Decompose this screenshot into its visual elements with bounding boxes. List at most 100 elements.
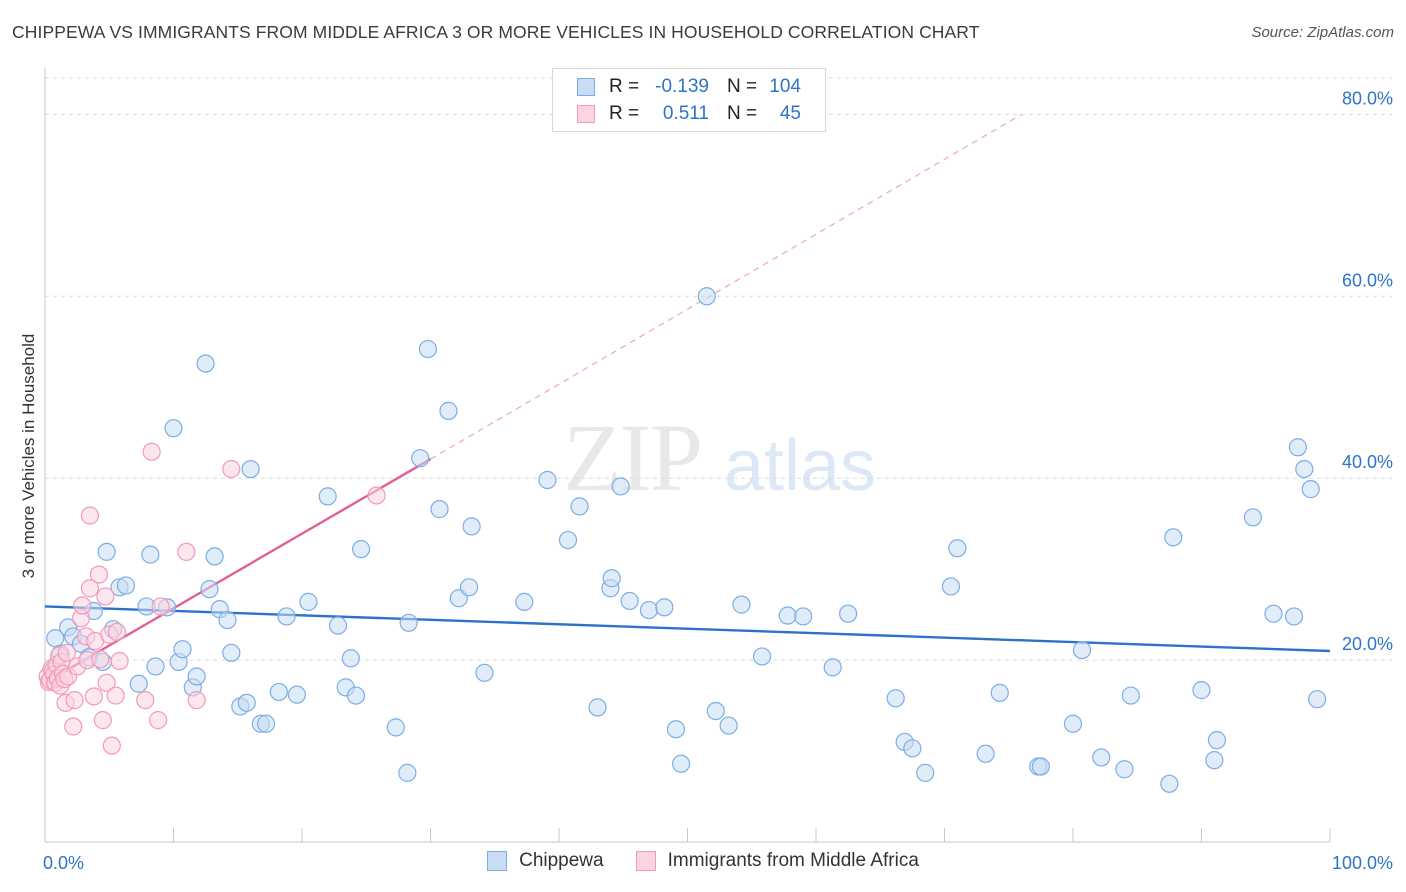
middle-africa-point bbox=[106, 686, 125, 705]
chippewa-point bbox=[1160, 774, 1179, 793]
chippewa-point bbox=[732, 595, 751, 614]
chippewa-point bbox=[462, 517, 481, 536]
chippewa-point bbox=[620, 591, 639, 611]
chippewa-point bbox=[241, 459, 260, 479]
chippewa-point bbox=[886, 689, 905, 708]
chippewa-point bbox=[1121, 686, 1140, 705]
legend-swatch-chippewa bbox=[487, 851, 508, 871]
chippewa-point bbox=[205, 547, 224, 566]
middle-africa-point bbox=[142, 442, 161, 461]
chippewa-point bbox=[164, 419, 183, 438]
chippewa-point bbox=[1192, 681, 1211, 700]
chippewa-point bbox=[1164, 528, 1183, 547]
chippewa-point bbox=[439, 401, 458, 420]
chippewa-point bbox=[237, 693, 256, 712]
chippewa-point bbox=[475, 663, 494, 682]
r-value: -0.139 bbox=[655, 76, 709, 97]
chippewa-point bbox=[558, 530, 578, 550]
chippewa-point bbox=[398, 763, 417, 782]
chippewa-point bbox=[116, 576, 136, 595]
chippewa-point bbox=[1288, 438, 1307, 457]
chippewa-point bbox=[430, 500, 449, 519]
chippewa-point bbox=[752, 647, 772, 666]
chippewa-point bbox=[187, 667, 206, 686]
chart-title: CHIPPEWA VS IMMIGRANTS FROM MIDDLE AFRIC… bbox=[12, 22, 980, 42]
chippewa-point bbox=[976, 744, 995, 763]
data-points bbox=[38, 287, 1327, 793]
chippewa-point bbox=[1063, 714, 1083, 733]
chippewa-point bbox=[538, 470, 557, 490]
chippewa-point bbox=[341, 649, 360, 668]
legend-swatch-chippewa bbox=[577, 78, 595, 96]
legend-item-chippewa: Chippewa bbox=[487, 850, 604, 872]
x-tick-label: 100.0% bbox=[1332, 853, 1393, 873]
y-tick-label: 20.0% bbox=[1342, 634, 1393, 654]
chippewa-point bbox=[97, 542, 116, 561]
r-value: 0.511 bbox=[662, 103, 709, 124]
middle-africa-point bbox=[187, 691, 206, 710]
chippewa-point bbox=[399, 613, 418, 632]
middle-africa-point bbox=[84, 687, 103, 706]
source-label: Source: ZipAtlas.com bbox=[1251, 24, 1394, 41]
chippewa-point bbox=[218, 610, 237, 630]
chippewa-point bbox=[1284, 607, 1304, 626]
middle-africa-trend-line bbox=[44, 458, 432, 684]
tick-labels: 20.0% 40.0% 60.0% 80.0% 0.0% 100.0% bbox=[43, 88, 1393, 873]
middle-africa-point bbox=[80, 506, 100, 525]
middle-africa-point bbox=[65, 691, 84, 710]
chippewa-point bbox=[941, 577, 961, 596]
middle-africa-point bbox=[57, 643, 76, 662]
chippewa-point bbox=[706, 701, 725, 721]
chippewa-point bbox=[256, 714, 276, 733]
chippewa-point bbox=[173, 640, 192, 659]
chippewa-point bbox=[839, 604, 858, 623]
n-label: N = bbox=[727, 103, 758, 124]
chippewa-point bbox=[141, 545, 160, 564]
chippewa-point bbox=[990, 683, 1009, 702]
axes bbox=[44, 68, 1331, 843]
chippewa-point bbox=[1295, 459, 1314, 479]
chippewa-point bbox=[671, 754, 691, 773]
chippewa-point bbox=[602, 569, 621, 588]
chippewa-point bbox=[611, 477, 630, 496]
chippewa-point bbox=[697, 287, 716, 306]
chippewa-point bbox=[666, 720, 686, 739]
chippewa-point bbox=[1072, 640, 1092, 660]
legend-swatch-middle-africa bbox=[635, 851, 656, 871]
middle-africa-point bbox=[110, 651, 129, 671]
middle-africa-point bbox=[222, 459, 241, 479]
middle-africa-point bbox=[151, 597, 170, 616]
middle-africa-point bbox=[107, 622, 127, 642]
chippewa-point bbox=[778, 606, 797, 625]
chippewa-point bbox=[459, 578, 479, 597]
chippewa-point bbox=[1308, 690, 1327, 709]
chippewa-point bbox=[386, 718, 405, 737]
y-tick-label: 60.0% bbox=[1342, 270, 1393, 290]
legend-row-chippewa: R = -0.139 N = 104 bbox=[577, 74, 801, 100]
n-value: 104 bbox=[769, 76, 801, 97]
watermark-atlas: atlas bbox=[724, 426, 876, 506]
trend-lines bbox=[44, 113, 1331, 684]
middle-africa-point bbox=[73, 596, 92, 615]
middle-africa-trend-extension bbox=[430, 113, 1022, 460]
grid-lines bbox=[45, 77, 1392, 661]
y-axis-label: 3 or more Vehicles in Household bbox=[19, 334, 38, 579]
chippewa-point bbox=[129, 674, 148, 693]
middle-africa-point bbox=[177, 542, 196, 561]
middle-africa-point bbox=[91, 650, 110, 669]
r-label: R = bbox=[609, 76, 640, 97]
middle-africa-point bbox=[89, 565, 109, 584]
chippewa-point bbox=[299, 592, 318, 611]
chippewa-point bbox=[1301, 480, 1320, 499]
middle-africa-point bbox=[64, 717, 83, 736]
chippewa-point bbox=[346, 686, 366, 705]
chippewa-point bbox=[411, 449, 430, 468]
chippewa-point bbox=[916, 763, 935, 782]
r-label: R = bbox=[609, 103, 640, 124]
chippewa-point bbox=[222, 643, 241, 662]
middle-africa-point bbox=[102, 736, 121, 755]
legend-row-middle-africa: R = 0.511 N = 45 bbox=[577, 101, 801, 127]
chippewa-point bbox=[719, 716, 738, 735]
series-legend: Chippewa Immigrants from Middle Africa bbox=[0, 850, 1406, 872]
